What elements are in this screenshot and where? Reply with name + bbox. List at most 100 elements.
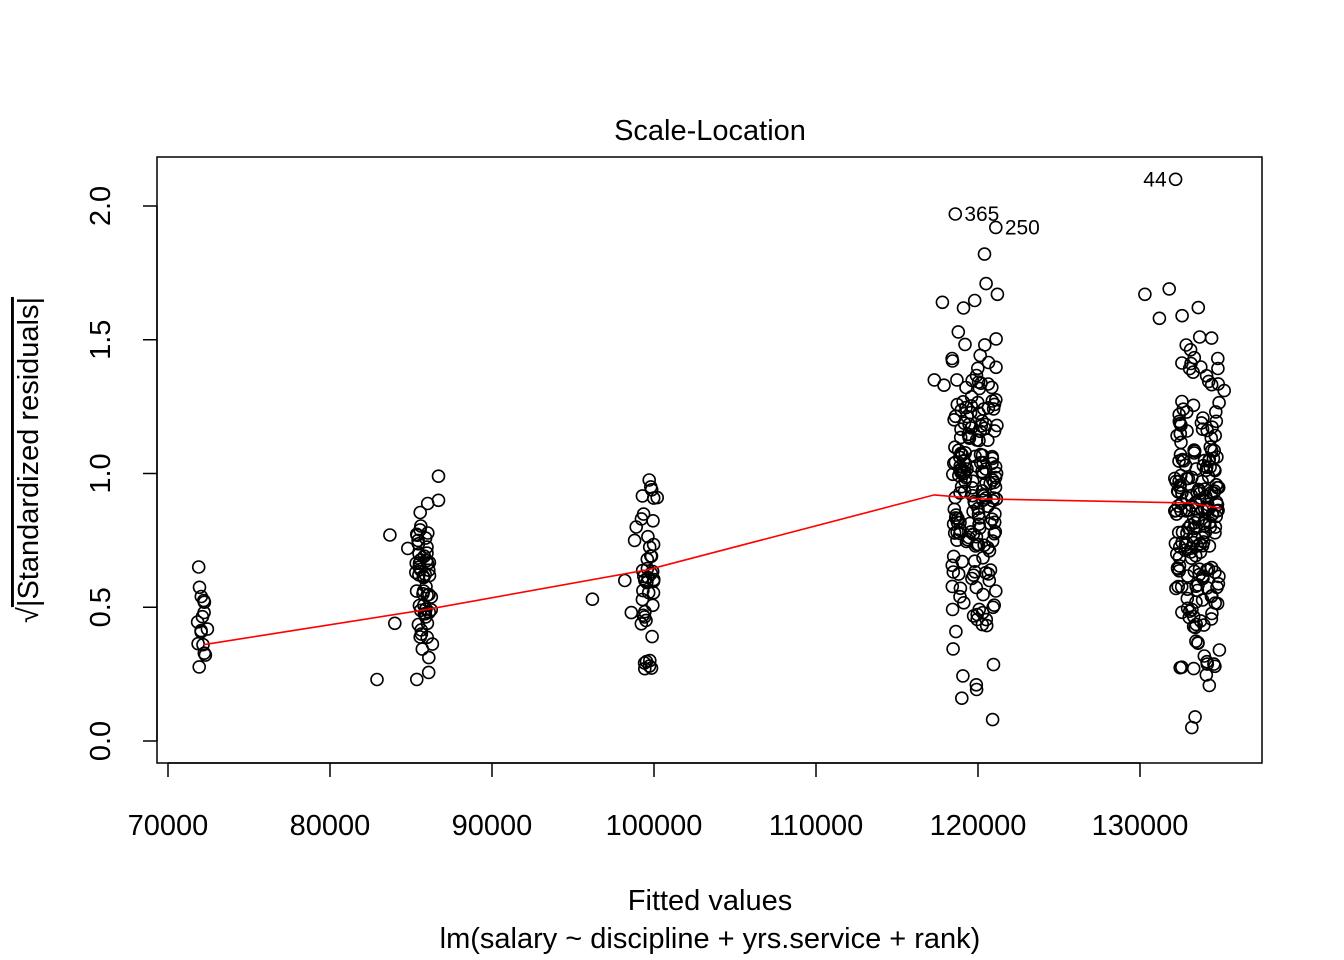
data-point <box>974 376 988 391</box>
data-point <box>422 568 437 583</box>
data-point <box>642 473 657 487</box>
data-point <box>945 351 959 366</box>
data-point <box>953 523 968 538</box>
data-point <box>987 475 1001 490</box>
x-tick-label: 130000 <box>1092 810 1189 842</box>
data-point <box>972 381 987 396</box>
data-point <box>585 592 600 607</box>
data-point <box>192 580 207 595</box>
data-point <box>1211 351 1225 366</box>
data-point <box>411 617 426 632</box>
data-point <box>949 624 963 639</box>
data-point <box>408 565 423 580</box>
data-point <box>640 552 655 567</box>
data-point <box>1196 516 1211 531</box>
data-point <box>1172 407 1186 422</box>
data-point <box>975 414 989 428</box>
data-point <box>1170 561 1185 575</box>
data-point <box>945 579 960 594</box>
data-point <box>1192 483 1207 498</box>
chart-title: Scale-Location <box>614 115 806 147</box>
data-point <box>191 560 206 574</box>
data-point <box>650 490 665 505</box>
data-point <box>627 533 642 548</box>
data-point <box>1204 431 1219 446</box>
data-point <box>1171 499 1185 513</box>
data-point <box>629 520 644 534</box>
data-point <box>1191 300 1206 315</box>
data-point <box>421 650 436 665</box>
data-point <box>409 672 424 687</box>
data-point <box>1208 520 1223 534</box>
data-point <box>961 530 976 545</box>
y-tick-label: 1.5 <box>85 320 117 360</box>
data-point <box>1194 360 1208 374</box>
data-point <box>969 459 984 473</box>
data-point <box>422 587 436 602</box>
data-point <box>953 486 967 500</box>
data-point <box>1187 446 1202 460</box>
data-point <box>624 605 639 620</box>
data-point <box>1175 308 1189 323</box>
data-point <box>967 293 982 308</box>
data-point <box>989 360 1003 375</box>
data-point <box>409 556 424 571</box>
y-axis-title-text: |Standardized residuals| <box>13 297 45 607</box>
data-point <box>1202 502 1216 516</box>
data-point <box>639 575 654 590</box>
data-point <box>1179 405 1194 419</box>
data-point <box>1173 480 1187 495</box>
data-point <box>1199 668 1214 682</box>
data-point <box>195 609 210 624</box>
data-point <box>937 378 951 393</box>
data-point <box>1211 576 1226 591</box>
data-point <box>986 402 1001 416</box>
data-point <box>1212 643 1227 657</box>
data-point <box>977 338 992 352</box>
data-point <box>1210 497 1225 512</box>
data-point <box>1186 510 1201 525</box>
data-point <box>420 546 434 560</box>
smooth-line-path <box>203 494 1222 646</box>
data-point <box>192 660 206 674</box>
data-point <box>1207 443 1221 458</box>
data-point <box>956 669 970 683</box>
data-point <box>960 409 974 424</box>
data-point <box>1204 560 1219 575</box>
data-point <box>1178 543 1192 558</box>
data-point <box>953 459 968 474</box>
data-point <box>945 558 960 573</box>
data-point <box>1204 612 1219 626</box>
data-point <box>1196 411 1210 425</box>
data-point <box>982 543 997 558</box>
x-tick-label: 120000 <box>930 810 1027 842</box>
data-point <box>989 332 1003 346</box>
data-point <box>985 394 1000 408</box>
data-point <box>1152 311 1167 326</box>
data-point <box>953 581 968 596</box>
data-point <box>646 574 661 589</box>
data-point <box>988 220 1003 235</box>
data-point <box>951 325 966 339</box>
data-point <box>422 605 437 620</box>
data-point <box>1186 535 1201 550</box>
point-label: 44 <box>1143 168 1167 191</box>
data-point <box>412 556 427 571</box>
y-axis-title-radical: √ <box>13 607 45 623</box>
x-tick-label: 70000 <box>128 810 209 842</box>
data-point <box>421 665 436 680</box>
data-point <box>946 549 961 564</box>
data-point <box>966 504 980 519</box>
data-point <box>196 637 210 652</box>
data-point <box>963 525 978 539</box>
data-point <box>1202 539 1217 553</box>
data-point <box>982 573 997 588</box>
data-point <box>1170 547 1184 561</box>
data-point <box>400 541 415 556</box>
data-point <box>975 484 990 498</box>
data-point <box>414 627 429 641</box>
data-point <box>1162 282 1176 296</box>
data-point <box>1191 578 1205 592</box>
data-point <box>1201 469 1216 484</box>
